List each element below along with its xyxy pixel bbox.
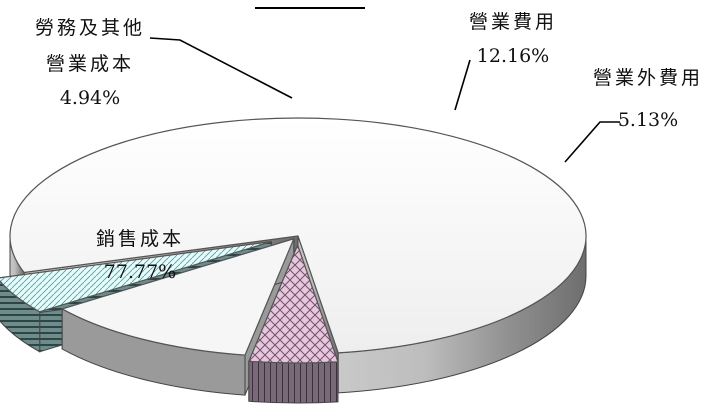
slice-labels: 銷售成本 77.77% 勞務及其他 營業成本 4.94% 營業費用 12.16%… <box>35 11 703 283</box>
leader-line-nonop <box>564 121 620 163</box>
pie-slices <box>0 117 587 404</box>
label-nonop-pct: 5.13% <box>618 109 678 131</box>
label-labor-line1: 勞務及其他 <box>35 17 145 39</box>
label-nonop-name: 營業外費用 <box>593 67 703 89</box>
leader-lines <box>149 37 620 163</box>
label-sales-cost-name: 銷售成本 <box>96 228 184 250</box>
slice-labor-other-cost <box>247 243 339 404</box>
leader-line-labor <box>149 37 293 99</box>
leader-line-opex <box>454 59 471 111</box>
label-sales-cost-pct: 77.77% <box>104 261 176 283</box>
label-labor-pct: 4.94% <box>60 87 120 109</box>
label-labor-line2: 營業成本 <box>46 53 134 75</box>
label-opex-pct: 12.16% <box>477 45 549 67</box>
label-opex-name: 營業費用 <box>469 11 557 33</box>
